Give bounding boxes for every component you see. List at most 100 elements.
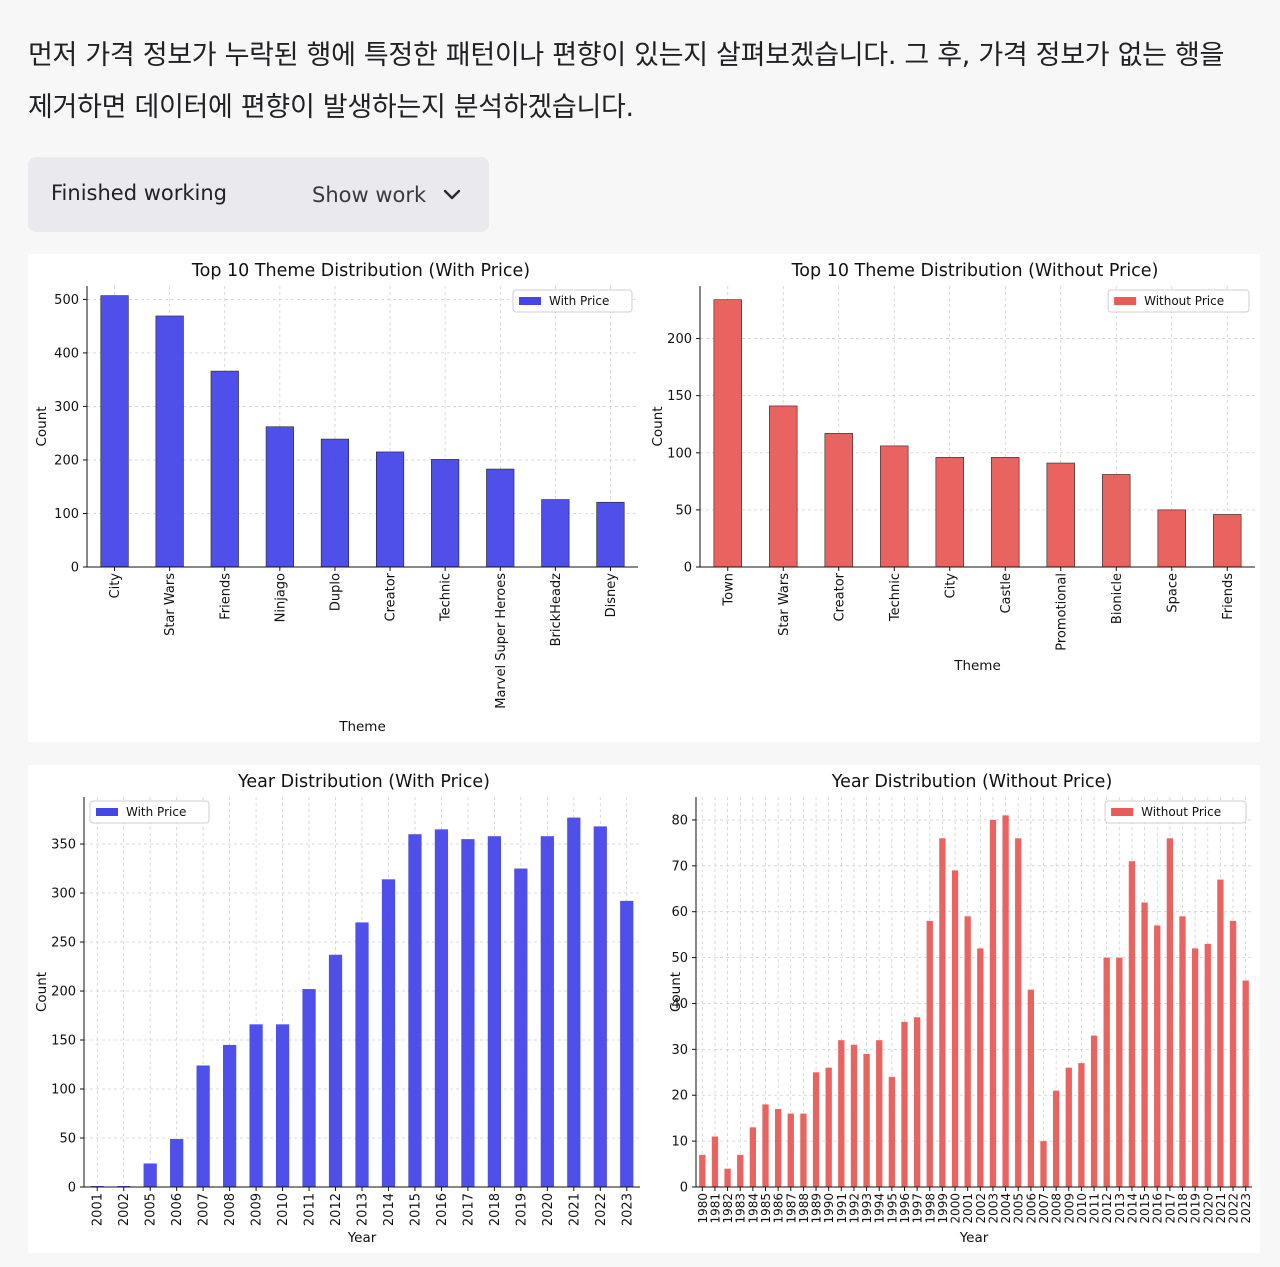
message-line-2: 제거하면 데이터에 편향이 발생하는지 분석하겠습니다. [28,92,634,123]
x-axis-label: Theme [953,658,1001,674]
x-tick-label: 1980 [696,1193,710,1224]
bar-2014 [381,879,396,1187]
legend-box [512,289,633,313]
bar-2018 [487,836,501,1187]
y-tick-label: 0 [71,561,79,576]
bar-town [713,299,742,568]
x-tick-label: Marvel Super Heroes [494,573,509,709]
y-tick-label: 70 [671,859,688,874]
x-tick-label: 2012 [1100,1193,1114,1224]
x-tick-label: 1996 [898,1193,912,1224]
legend-swatch [1111,808,1134,816]
work-status-panel: Finished working Show work [28,157,489,232]
x-tick-label: Castle [999,573,1014,614]
x-tick-label: 1994 [873,1193,887,1224]
bar-2018 [1179,916,1186,1187]
x-tick-label: 2021 [567,1193,582,1226]
chevron-down-icon [443,189,461,200]
x-tick-label: 2014 [1125,1193,1139,1224]
x-tick-label: 2023 [620,1193,635,1226]
bar-star-wars [769,405,798,568]
bar-2015 [408,834,422,1187]
year-charts-figure: 0 50 100 150 200 250 300 350 2001 2002 2005 2006 200… [28,765,1260,1253]
y-tick-label: 300 [54,400,79,415]
legend-swatch [1114,297,1137,305]
bar-ninjago [265,426,294,568]
x-tick-label: 1997 [911,1193,925,1224]
bar-2013 [1116,957,1123,1187]
bar-2023 [1242,980,1249,1187]
bar-2009 [1065,1067,1072,1187]
x-tick-label: 2005 [1012,1193,1026,1224]
x-tick-label: 2022 [1227,1193,1241,1224]
x-tick-label: 2003 [986,1193,1000,1224]
x-tick-label: 2006 [1024,1193,1038,1224]
y-tick-label: 300 [51,887,76,902]
bar-2006 [1027,989,1035,1187]
x-tick-label: 2002 [117,1193,132,1226]
status-label: Finished working [51,181,227,205]
x-tick-label: Star Wars [163,573,178,636]
bar-1992 [850,1044,858,1187]
message-line-1: 먼저 가격 정보가 누락된 행에 특정한 패턴이나 편향이 있는지 살펴보겠습니… [28,40,1225,71]
x-tick-label: Friends [1221,573,1236,620]
bar-friends [1213,514,1242,568]
bar-2023 [620,900,634,1187]
bar-2005 [1015,838,1022,1187]
y-tick-label: 40 [671,997,688,1012]
x-tick-label: 2014 [382,1193,397,1226]
bar-1987 [787,1113,794,1187]
x-tick-label: 2011 [1088,1193,1102,1224]
y-tick-label: 350 [51,838,76,853]
bar-1989 [812,1072,820,1187]
bar-2011 [302,989,316,1187]
x-axis-label: Theme [338,719,386,735]
x-tick-label: 1988 [797,1193,811,1224]
legend-label: With Price [126,805,186,819]
x-tick-label: BrickHeadz [549,573,564,647]
x-tick-label: Technic [439,573,454,622]
x-tick-label: 2010 [1075,1193,1089,1224]
x-tick-label: 2016 [435,1193,450,1226]
y-tick-label: 150 [51,1034,76,1049]
x-tick-label: 2012 [329,1193,344,1226]
x-tick-label: Friends [218,573,233,620]
x-tick-label: Town [721,573,736,607]
y-tick-label: 200 [54,453,79,468]
legend-box [1107,289,1250,313]
x-tick-label: 2009 [250,1193,265,1226]
x-tick-label: 2021 [1214,1193,1228,1224]
x-tick-label: 1983 [734,1193,748,1224]
year-without-price-chart: 0102030405060708019801981198219831984198… [668,772,1253,1246]
bar-2008 [223,1044,237,1187]
chart-legend: With Price [89,800,210,824]
bar-2012 [328,954,343,1187]
show-work-button[interactable]: Show work [312,171,470,219]
x-tick-label: 2000 [949,1193,963,1224]
legend-label: Without Price [1141,805,1221,819]
y-tick-label: 500 [54,293,79,308]
x-tick-label: 2018 [488,1193,503,1226]
bar-creator [375,451,405,568]
x-tick-label: 2015 [408,1193,423,1226]
bar-2021 [1217,879,1224,1187]
bar-2022 [593,826,607,1187]
y-axis-label: Count [34,972,50,1012]
bar-star-wars [155,315,184,568]
bar-1994 [876,1040,883,1187]
theme-charts-figure: 0 100 200 300 400 500 City Star Wars Friends Ninj… [28,254,1260,742]
x-tick-label: 2016 [1151,1193,1165,1224]
bar-1983 [737,1154,744,1187]
bar-2011 [1090,1035,1098,1187]
x-tick-label: 2001 [961,1193,975,1224]
bar-1984 [749,1127,757,1187]
bar-2020 [540,836,554,1187]
x-tick-label: Creator [384,572,399,621]
x-tick-label: 2004 [999,1193,1013,1224]
x-tick-label: 2009 [1062,1193,1076,1224]
x-tick-label: 2010 [276,1193,291,1226]
x-tick-label: 2023 [1239,1193,1253,1224]
legend-swatch [96,808,118,816]
x-tick-label: 2022 [594,1193,609,1226]
bar-1981 [711,1136,719,1187]
